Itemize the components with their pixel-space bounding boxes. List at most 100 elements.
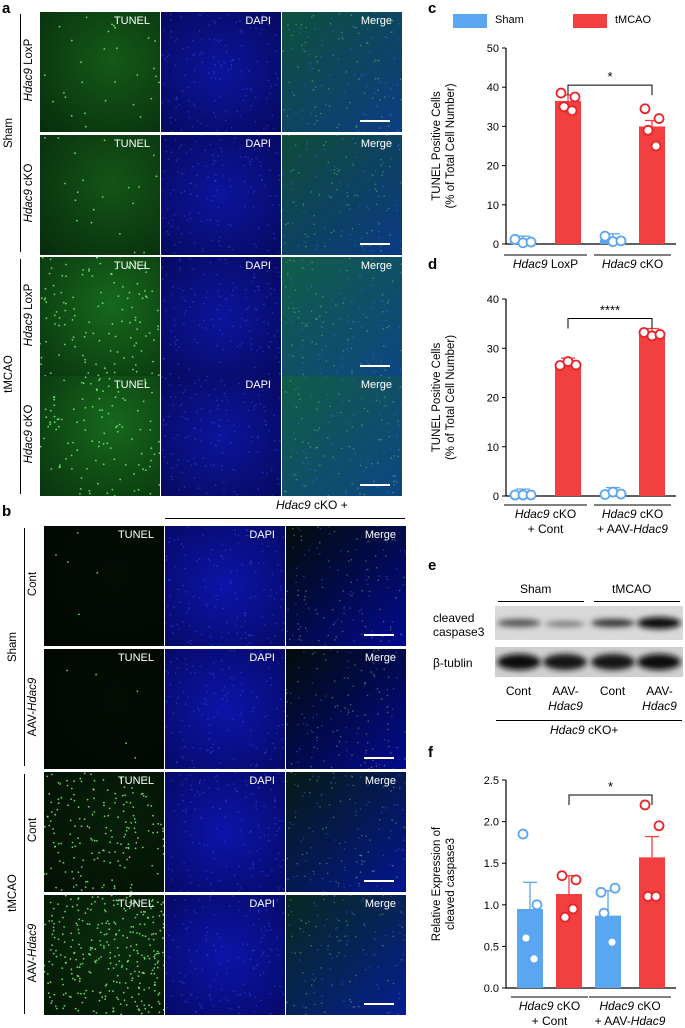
speckle [59,783,62,785]
speckle [346,184,349,187]
speckle [327,945,329,947]
speckle [171,732,173,734]
speckle [246,943,249,946]
speckle [49,409,52,412]
speckle [173,324,176,327]
speckle [346,316,349,318]
speckle [305,245,307,248]
a-tile-r4-tunel: TUNEL [40,376,160,496]
speckle [137,18,140,21]
speckle [388,639,390,642]
speckle [215,594,217,597]
speckle [286,1001,287,1004]
speckle [277,482,280,485]
b-group-sham: Sham [7,631,19,663]
speckle [123,907,126,910]
speckle [389,655,392,658]
speckle [191,39,194,42]
speckle [324,695,327,697]
speckle [354,142,357,145]
speckle [78,613,80,616]
speckle [108,332,110,335]
speckle [117,998,120,1001]
speckle [128,907,131,909]
speckle [381,806,384,808]
speckle [245,264,247,266]
speckle [132,792,134,794]
speckle [355,26,357,29]
speckle [337,885,339,888]
a-row-label-4: Hdac9 cKO [23,374,35,494]
speckle [384,82,387,84]
a-tile-label-tunel: TUNEL [113,138,150,150]
speckle [192,126,194,128]
speckle [338,211,341,214]
speckle [361,863,363,865]
speckle [386,706,389,708]
speckle [380,887,383,890]
speckle [104,910,107,913]
speckle [315,343,318,345]
speckle [304,875,306,878]
speckle [219,78,221,81]
speckle [178,972,181,974]
speckle [390,752,392,754]
speckle [368,269,371,271]
speckle [91,440,94,443]
speckle [125,1004,128,1006]
speckle [225,409,228,412]
speckle [199,793,201,796]
speckle [227,784,230,786]
speckle [221,468,223,471]
speckle [358,78,360,80]
speckle [200,220,203,222]
speckle [365,560,367,562]
speckle [358,307,361,310]
speckle [350,559,353,561]
speckle [244,780,247,782]
speckle [294,952,296,955]
speckle [364,625,367,628]
speckle [276,948,278,950]
speckle [100,291,102,294]
speckle [337,170,339,172]
speckle [345,71,348,73]
speckle [349,884,352,887]
speckle [355,810,357,813]
speckle [129,887,132,889]
speckle [293,94,295,97]
speckle [321,978,323,980]
speckle [40,342,41,345]
speckle [44,825,46,828]
speckle [233,677,235,680]
y-tick-label: 40 [487,294,499,306]
speckle [296,785,299,787]
speckle [316,736,318,739]
speckle [97,374,100,377]
row-label-prefix: AAV- [27,956,39,983]
blot-label-tubulin: β-tublin [433,656,473,670]
speckle [348,257,351,260]
speckle [389,448,392,451]
speckle [45,873,48,875]
speckle [333,415,335,417]
speckle [398,424,400,426]
speckle [246,87,248,90]
speckle [277,347,279,349]
speckle [347,82,349,85]
speckle [273,800,276,802]
speckle [315,115,318,117]
speckle [304,41,307,44]
speckle [230,571,232,573]
speckle [142,971,145,974]
data-point [559,911,571,923]
speckle [295,567,298,569]
speckle [371,258,373,261]
speckle [216,408,219,410]
speckle [75,884,78,886]
speckle [359,808,362,810]
speckle [291,951,294,953]
speckle [204,327,207,329]
speckle [171,856,173,858]
speckle [316,802,318,805]
